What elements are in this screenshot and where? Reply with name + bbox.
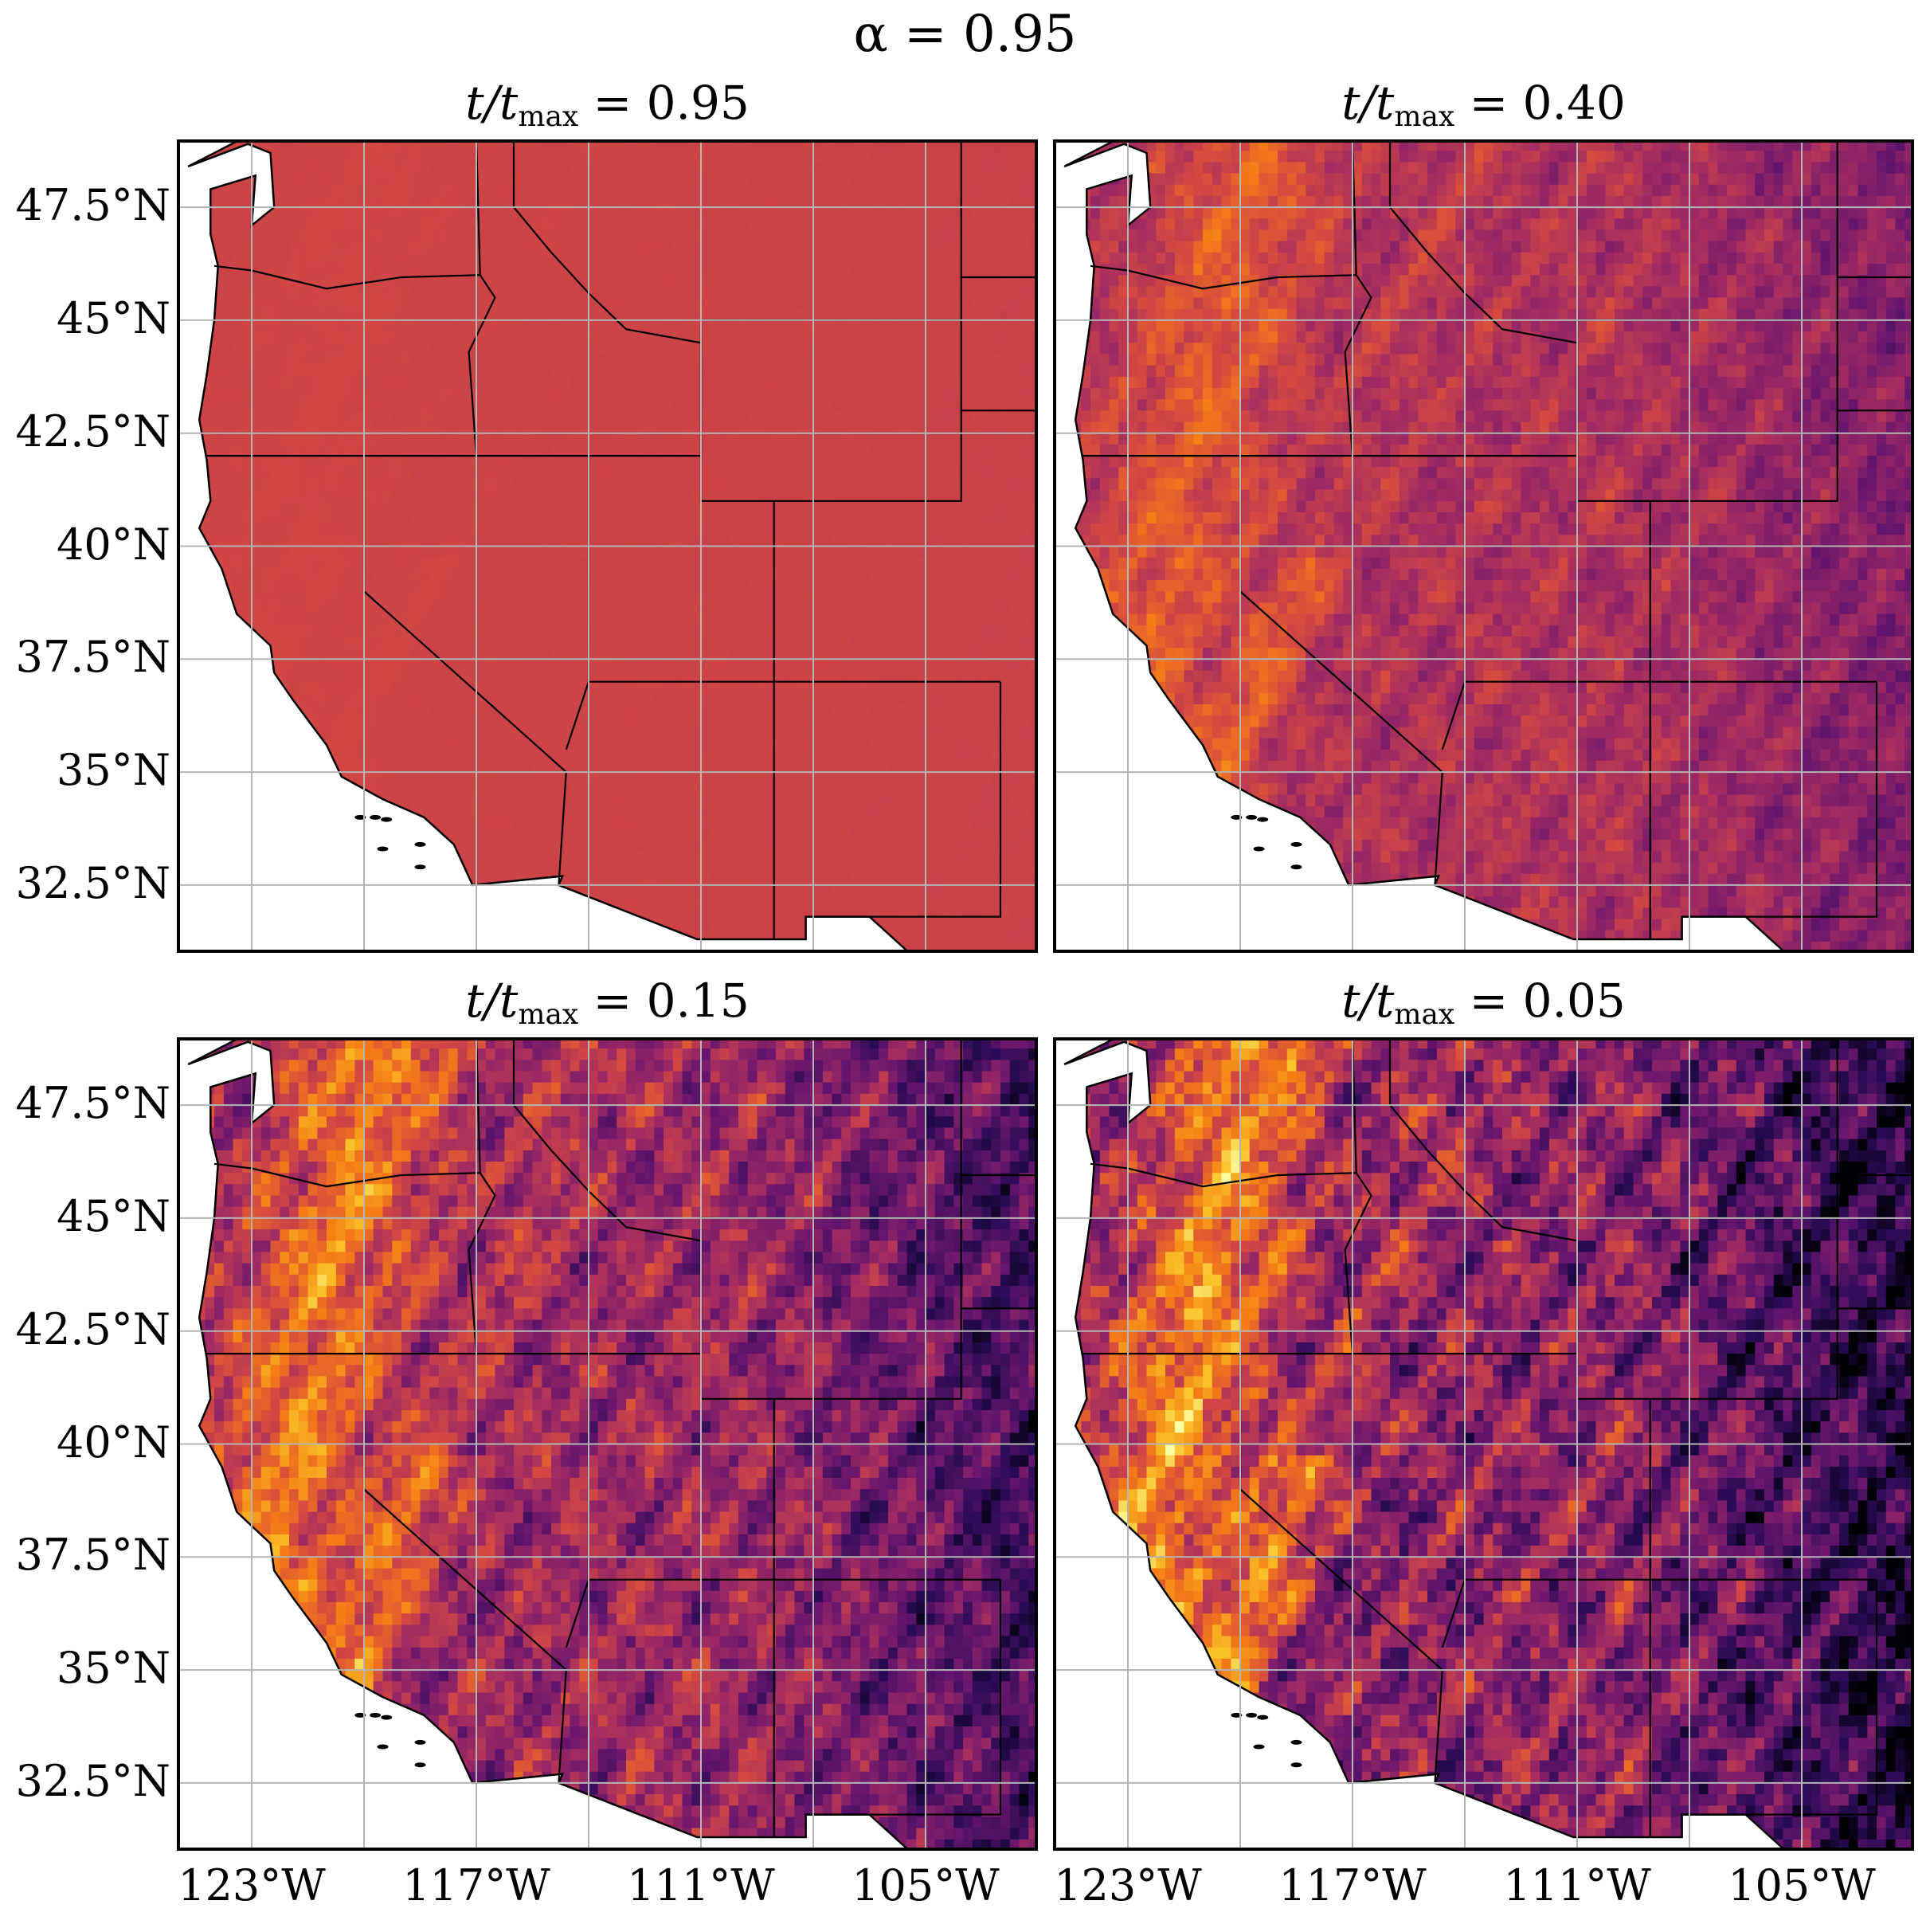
island bbox=[414, 1739, 426, 1745]
x-tick-label: 123°W bbox=[164, 1860, 339, 1910]
x-tick-label: 105°W bbox=[1714, 1860, 1889, 1910]
island bbox=[381, 817, 393, 822]
x-tick-label: 117°W bbox=[389, 1860, 564, 1910]
island bbox=[1231, 1712, 1243, 1718]
state-border bbox=[1344, 1172, 1372, 1354]
panel-frame bbox=[1053, 1037, 1914, 1851]
island bbox=[1257, 817, 1269, 822]
state-border bbox=[468, 274, 496, 457]
y-tick-label: 47.5°N bbox=[3, 1078, 170, 1128]
state-border bbox=[476, 139, 703, 457]
map-panel-top-right bbox=[1053, 139, 1914, 953]
y-tick-label: 42.5°N bbox=[3, 406, 170, 457]
island bbox=[414, 1762, 426, 1768]
heatmap-field bbox=[188, 1037, 1038, 1851]
island bbox=[1246, 814, 1258, 820]
panel-title-bottom-right: t/tmax = 0.05 bbox=[1053, 974, 1914, 1031]
island bbox=[370, 814, 382, 820]
y-tick-label: 32.5°N bbox=[3, 1756, 170, 1806]
x-tick-label: 123°W bbox=[1040, 1860, 1216, 1910]
x-tick-label: 111°W bbox=[1490, 1860, 1665, 1910]
state-border bbox=[476, 1037, 703, 1354]
island bbox=[354, 814, 366, 820]
coastline bbox=[187, 1037, 1038, 1851]
y-tick-label: 45°N bbox=[3, 1191, 170, 1241]
map-panel-top-left bbox=[177, 139, 1038, 953]
y-tick-label: 40°N bbox=[3, 1417, 170, 1468]
state-border bbox=[1353, 139, 1579, 457]
state-border bbox=[1353, 1037, 1579, 1354]
y-tick-label: 35°N bbox=[3, 745, 170, 795]
y-tick-label: 37.5°N bbox=[3, 1530, 170, 1580]
coastline bbox=[1063, 1037, 1914, 1851]
island bbox=[1253, 846, 1265, 852]
heatmap-field bbox=[1064, 1037, 1914, 1851]
panel-title-top-right: t/tmax = 0.40 bbox=[1053, 76, 1914, 133]
island bbox=[377, 846, 389, 852]
island bbox=[1257, 1715, 1269, 1720]
island bbox=[1290, 864, 1302, 870]
panel-frame bbox=[1053, 139, 1914, 953]
x-tick-label: 117°W bbox=[1265, 1860, 1440, 1910]
x-tick-label: 111°W bbox=[613, 1860, 789, 1910]
island bbox=[1231, 814, 1243, 820]
island bbox=[414, 864, 426, 870]
state-border bbox=[1344, 274, 1372, 457]
state-border bbox=[805, 681, 1002, 918]
y-tick-label: 42.5°N bbox=[3, 1304, 170, 1354]
y-tick-label: 45°N bbox=[3, 293, 170, 343]
state-border bbox=[1681, 1579, 1878, 1816]
island bbox=[354, 1712, 366, 1718]
y-tick-label: 47.5°N bbox=[3, 180, 170, 230]
island bbox=[1290, 1739, 1302, 1745]
x-tick-label: 105°W bbox=[838, 1860, 1013, 1910]
y-tick-label: 35°N bbox=[3, 1643, 170, 1693]
island bbox=[1246, 1712, 1258, 1718]
island bbox=[1290, 1762, 1302, 1768]
map-panel-bottom-left bbox=[177, 1037, 1038, 1851]
island bbox=[1253, 1744, 1265, 1750]
coastline bbox=[1063, 139, 1914, 953]
state-border bbox=[805, 1579, 1002, 1816]
island bbox=[1290, 841, 1302, 847]
island bbox=[377, 1744, 389, 1750]
panel-frame bbox=[177, 139, 1038, 953]
island bbox=[381, 1715, 393, 1720]
island bbox=[414, 841, 426, 847]
island bbox=[370, 1712, 382, 1718]
y-tick-label: 40°N bbox=[3, 519, 170, 570]
panel-title-bottom-left: t/tmax = 0.15 bbox=[177, 974, 1038, 1031]
state-border bbox=[1681, 681, 1878, 918]
y-tick-label: 37.5°N bbox=[3, 632, 170, 682]
panel-title-top-left: t/tmax = 0.95 bbox=[177, 76, 1038, 133]
map-panel-bottom-right bbox=[1053, 1037, 1914, 1851]
figure-suptitle: α = 0.95 bbox=[0, 5, 1930, 64]
panel-frame bbox=[177, 1037, 1038, 1851]
coastline bbox=[187, 139, 1038, 953]
state-border bbox=[468, 1172, 496, 1354]
y-tick-label: 32.5°N bbox=[3, 858, 170, 908]
